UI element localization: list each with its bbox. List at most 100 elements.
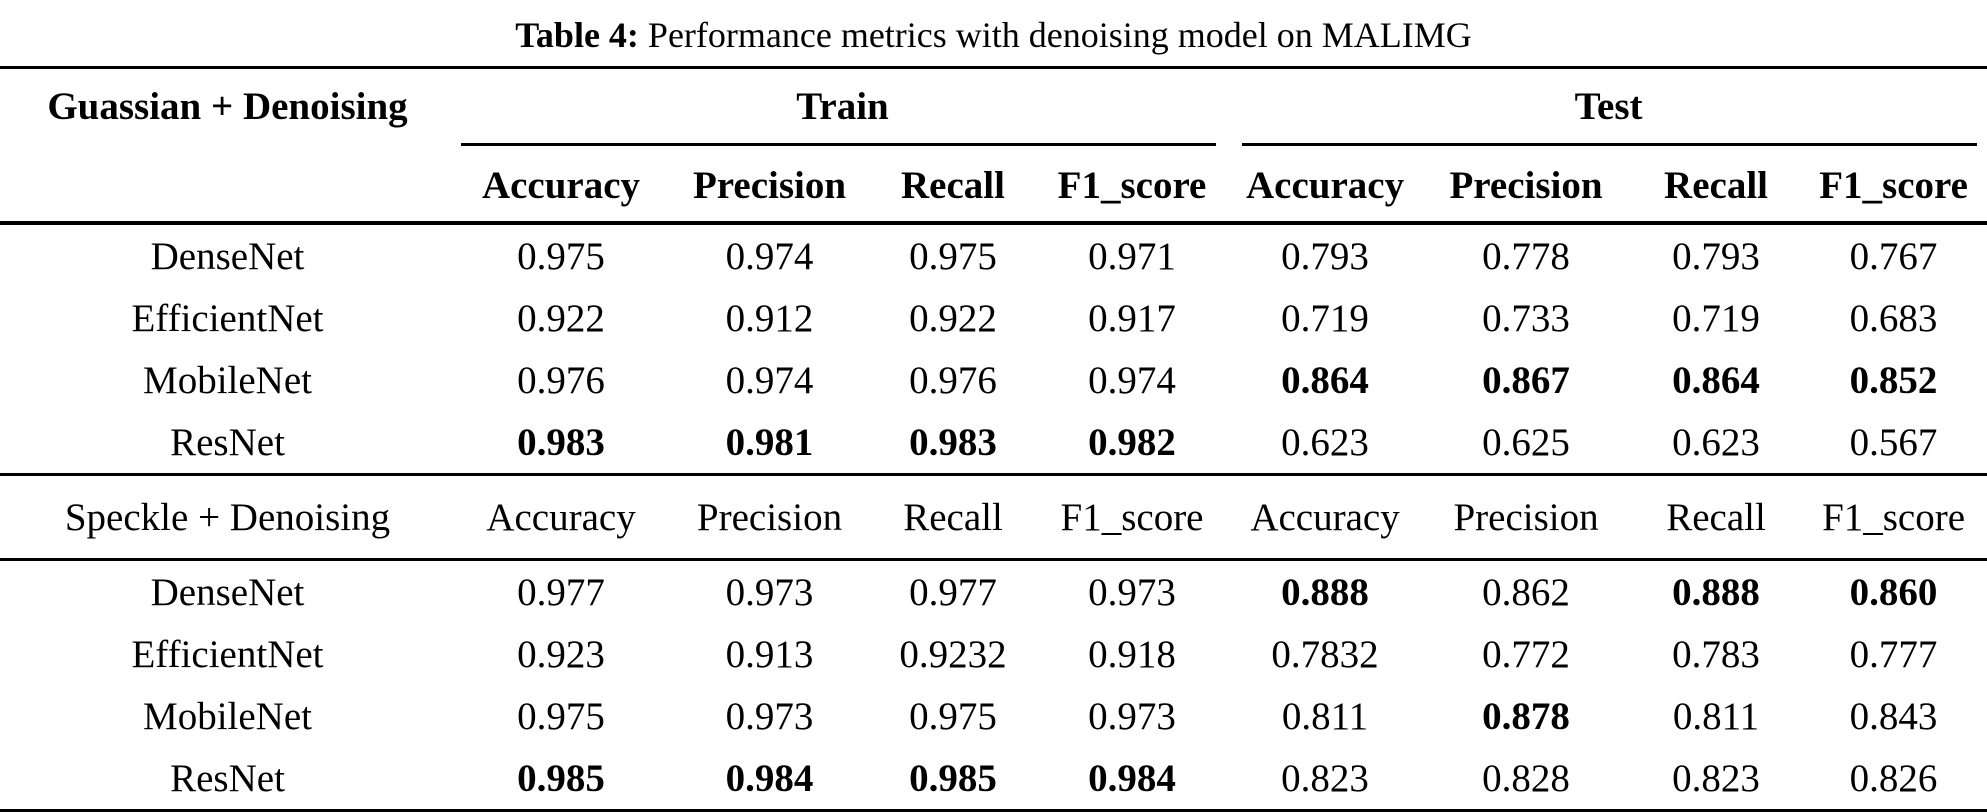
col-header-test-recall: Recall xyxy=(1632,149,1801,225)
metric-value: 0.984 xyxy=(667,747,872,812)
metric-value: 0.976 xyxy=(517,358,605,402)
model-name: DenseNet xyxy=(150,570,305,614)
col-header-train-precision: Precision xyxy=(667,149,872,225)
group-header-test: Test xyxy=(1230,66,1987,143)
metric-value: 0.828 xyxy=(1420,747,1633,812)
metric-value: 0.973 xyxy=(725,694,814,738)
col-header-train-accuracy: Accuracy xyxy=(455,473,667,561)
metric-value: 0.878 xyxy=(1482,694,1570,738)
metric-value: 0.7832 xyxy=(1271,632,1379,676)
metric-value: 0.973 xyxy=(725,570,814,614)
metric-value: 0.981 xyxy=(725,420,814,464)
test-cmidrule xyxy=(1242,143,1978,146)
metric-value: 0.974 xyxy=(1088,358,1176,402)
group-header-row: Guassian + Denoising Train Test xyxy=(0,66,1987,143)
metric-value: 0.623 xyxy=(1672,420,1760,464)
metric-value: 0.843 xyxy=(1849,694,1938,738)
metric-value: 0.982 xyxy=(1088,420,1176,464)
section-label-gaussian: Guassian + Denoising xyxy=(0,66,455,143)
table-row-gaussian-efficientnet: EfficientNet 0.922 0.912 0.922 0.917 0.7… xyxy=(0,287,1987,349)
section-header-speckle: Speckle + Denoising Accuracy Precision R… xyxy=(0,473,1987,561)
metric-value: 0.864 xyxy=(1281,358,1369,402)
table-row-speckle-resnet: ResNet 0.985 0.984 0.985 0.984 0.823 0.8… xyxy=(0,747,1987,812)
col-header-test-precision: Precision xyxy=(1420,473,1633,561)
metric-value: 0.974 xyxy=(725,234,814,278)
table-caption-text: Performance metrics with denoising model… xyxy=(638,15,1472,55)
metric-value: 0.922 xyxy=(517,296,605,340)
col-header-test-f1-score: F1_score xyxy=(1800,149,1987,225)
model-name: ResNet xyxy=(0,747,455,812)
metric-value: 0.852 xyxy=(1849,358,1938,402)
metric-value: 0.811 xyxy=(1281,694,1369,738)
metric-value: 0.625 xyxy=(1482,420,1570,464)
metric-value: 0.974 xyxy=(725,358,814,402)
metric-value: 0.777 xyxy=(1849,632,1938,676)
train-cmidrule xyxy=(461,143,1217,146)
table-row-speckle-mobilenet: MobileNet 0.975 0.973 0.975 0.973 0.811 … xyxy=(0,685,1987,747)
metric-value: 0.917 xyxy=(1088,296,1176,340)
col-header-train-recall: Recall xyxy=(872,149,1034,225)
performance-table: Guassian + Denoising Train Test Accuracy… xyxy=(0,66,1987,812)
col-header-train-f1-score: F1_score xyxy=(1034,149,1231,225)
metric-value: 0.983 xyxy=(909,420,997,464)
metric-value: 0.623 xyxy=(1281,420,1369,464)
metric-value: 0.793 xyxy=(1672,234,1760,278)
model-name: EfficientNet xyxy=(131,296,324,340)
metric-value: 0.975 xyxy=(517,694,605,738)
metric-value: 0.985 xyxy=(872,747,1034,812)
metric-value: 0.975 xyxy=(517,234,605,278)
metric-value: 0.823 xyxy=(1632,747,1801,812)
table-row-speckle-efficientnet: EfficientNet 0.923 0.913 0.9232 0.918 0.… xyxy=(0,623,1987,685)
metric-value: 0.985 xyxy=(455,747,667,812)
metric-value: 0.772 xyxy=(1482,632,1570,676)
table-row-speckle-densenet: DenseNet 0.977 0.973 0.977 0.973 0.888 0… xyxy=(0,560,1987,624)
metric-value: 0.719 xyxy=(1672,296,1760,340)
model-name: MobileNet xyxy=(143,694,312,738)
empty-cell xyxy=(0,149,455,225)
metric-value: 0.867 xyxy=(1482,358,1570,402)
metric-value: 0.975 xyxy=(909,234,997,278)
cmidrule-row xyxy=(0,143,1987,149)
model-name: MobileNet xyxy=(143,358,312,402)
metric-value: 0.778 xyxy=(1482,234,1570,278)
metric-value: 0.860 xyxy=(1849,570,1938,614)
metric-value: 0.793 xyxy=(1281,234,1369,278)
table-caption: Table 4: Performance metrics with denois… xyxy=(0,0,1987,66)
model-name: EfficientNet xyxy=(131,632,324,676)
metric-value: 0.733 xyxy=(1482,296,1570,340)
metric-value: 0.9232 xyxy=(899,632,1007,676)
metric-value: 0.811 xyxy=(1672,694,1760,738)
col-header-test-accuracy: Accuracy xyxy=(1230,149,1421,225)
table-row-gaussian-mobilenet: MobileNet 0.976 0.974 0.976 0.974 0.864 … xyxy=(0,349,1987,411)
table-row-gaussian-resnet: ResNet 0.983 0.981 0.983 0.982 0.623 0.6… xyxy=(0,411,1987,475)
metric-value: 0.922 xyxy=(909,296,997,340)
metric-value: 0.683 xyxy=(1849,296,1938,340)
metric-value: 0.973 xyxy=(1088,570,1176,614)
section-label-speckle: Speckle + Denoising xyxy=(0,473,455,561)
metric-value: 0.983 xyxy=(517,420,605,464)
col-header-train-precision: Precision xyxy=(667,473,872,561)
model-name: DenseNet xyxy=(150,234,305,278)
metric-value: 0.975 xyxy=(909,694,997,738)
metric-header-row: Accuracy Precision Recall F1_score Accur… xyxy=(0,149,1987,225)
col-header-test-accuracy: Accuracy xyxy=(1230,473,1421,561)
metric-value: 0.973 xyxy=(1088,694,1176,738)
metric-value: 0.783 xyxy=(1672,632,1760,676)
col-header-test-precision: Precision xyxy=(1420,149,1633,225)
metric-value: 0.888 xyxy=(1281,570,1369,614)
col-header-train-recall: Recall xyxy=(872,473,1034,561)
metric-value: 0.984 xyxy=(1034,747,1231,812)
metric-value: 0.923 xyxy=(517,632,605,676)
metric-value: 0.912 xyxy=(725,296,814,340)
metric-value: 0.976 xyxy=(909,358,997,402)
metric-value: 0.864 xyxy=(1672,358,1760,402)
col-header-test-f1-score: F1_score xyxy=(1800,473,1987,561)
metric-value: 0.826 xyxy=(1800,747,1987,812)
table-caption-label: Table 4: xyxy=(515,15,639,55)
metric-value: 0.823 xyxy=(1230,747,1421,812)
metric-value: 0.918 xyxy=(1088,632,1176,676)
col-header-train-accuracy: Accuracy xyxy=(455,149,667,225)
group-header-train: Train xyxy=(455,66,1231,143)
metric-value: 0.888 xyxy=(1672,570,1760,614)
